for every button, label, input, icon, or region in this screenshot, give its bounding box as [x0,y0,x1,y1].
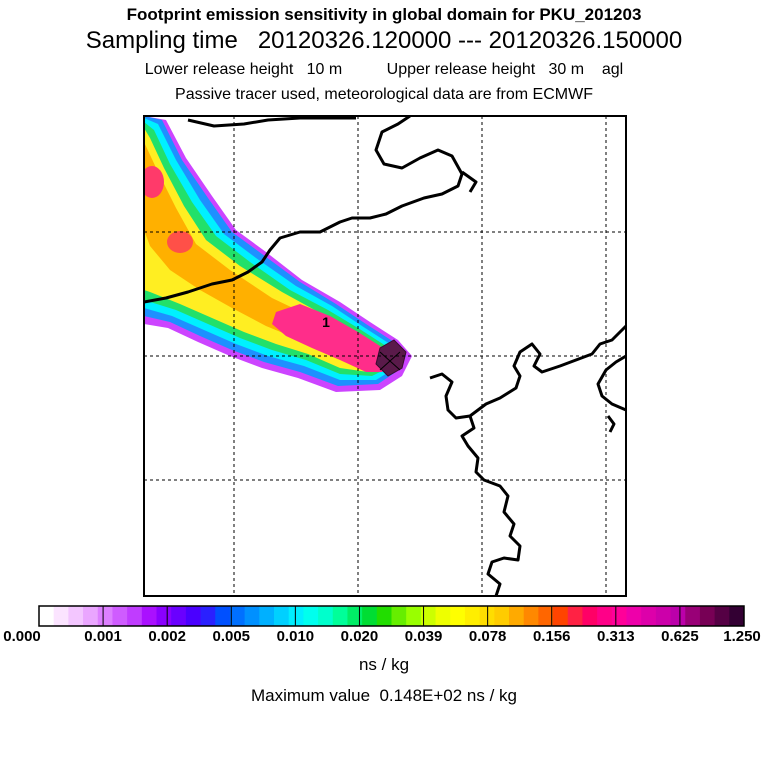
colorbar-tick-label: 0.020 [340,628,379,645]
source-cross-b [379,351,401,371]
colorbar-tick-label: 0.000 [3,628,41,645]
plume-yellow-band [144,128,392,372]
colorbar-swatch [53,606,69,626]
colorbar-swatch [244,606,260,626]
colorbar-tick-label: 0.313 [597,628,635,645]
colorbar-swatch [582,606,598,626]
colorbar-tick-label: 0.005 [212,628,251,645]
colorbar-swatch [391,606,407,626]
colorbar-swatch [509,606,525,626]
colorbar [38,605,745,627]
colorbar-swatch [435,606,451,626]
colorbar-tick-label: 0.001 [84,628,122,645]
maximum-value: Maximum value 0.148E+02 ns / kg [251,686,517,705]
map-frame [143,115,627,597]
colorbar-swatch [185,606,202,626]
colorbar-swatch [332,606,348,626]
plot-title: Footprint emission sensitivity in global… [126,5,642,24]
tracer-info: Passive tracer used, meteorological data… [175,86,593,103]
colorbar-swatch [362,606,378,626]
plume-red-hotspot-upper [144,166,164,198]
colorbar-swatch [215,606,231,626]
coastlines [144,116,626,596]
colorbar-swatch [729,606,745,626]
colorbar-swatch [39,606,55,626]
colorbar-tick-label: 0.156 [532,628,571,645]
colorbar-swatch [171,606,187,626]
colorbar-swatch [450,606,466,626]
colorbar-tick-label: 0.625 [661,628,699,645]
plume-pink-core [272,304,390,372]
colorbar-swatch [553,606,569,626]
colorbar-swatch [318,606,334,626]
colorbar-swatch [714,606,730,626]
colorbar-swatch [699,606,716,626]
colorbar-swatch [376,606,392,626]
colorbar-swatch [83,606,99,626]
colorbar-swatch [141,606,157,626]
colorbar-swatch [655,606,672,626]
colorbar-swatch [626,606,642,626]
colorbar-swatch [347,606,363,626]
colorbar-swatch [127,606,143,626]
colorbar-swatch [685,606,701,626]
colorbar-swatch [494,606,510,626]
release-point-label: 1 [322,314,330,330]
colorbar-swatch [288,606,304,626]
colorbar-tick-label: 0.010 [276,628,315,645]
colorbar-swatch [567,606,583,626]
colorbar-swatch [406,606,422,626]
lat-lon-grid [144,116,626,596]
colorbar-tick-label: 0.002 [148,628,186,645]
colorbar-swatch [68,606,84,626]
colorbar-swatch [274,606,290,626]
colorbar-swatch [229,606,246,626]
colorbar-swatch [97,606,113,626]
colorbar-swatch [641,606,657,626]
colorbar-swatch [597,606,613,626]
colorbar-tick-label: 0.039 [404,628,443,645]
map-area [144,116,626,596]
colorbar-swatch [670,606,686,626]
colorbar-swatch [523,606,539,626]
colorbar-tick-label: 0.078 [468,628,507,645]
colorbar-swatch [420,606,437,626]
sampling-time: Sampling time 20120326.120000 --- 201203… [85,27,683,54]
plume-red-hotspot-middle [167,231,193,253]
colorbar-swatch [464,606,481,626]
colorbar-frame [38,605,745,627]
colorbar-swatch [538,606,554,626]
colorbar-swatch [200,606,216,626]
colorbar-swatch [112,606,128,626]
release-heights: Lower release height 10 m Upper release … [144,61,624,78]
colorbar-unit: ns / kg [358,655,410,674]
colorbar-swatch [303,606,319,626]
colorbar-swatch [259,606,275,626]
colorbar-swatch [156,606,172,626]
colorbar-tick-label: 1.250 [723,628,761,645]
colorbar-swatch [611,606,627,626]
